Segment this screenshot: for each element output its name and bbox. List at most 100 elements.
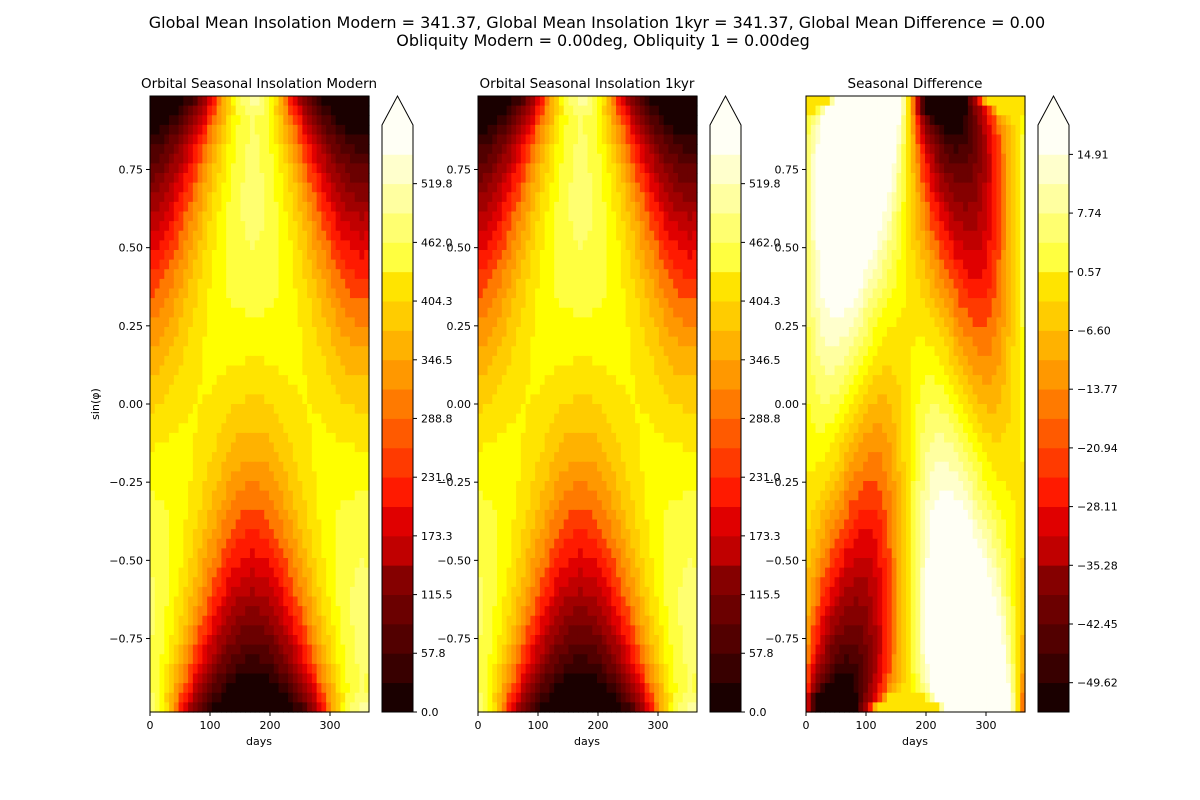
heatmap-cell xyxy=(525,230,531,241)
heatmap-cell xyxy=(482,317,489,328)
heatmap-cell xyxy=(292,327,299,338)
heatmap-cell xyxy=(326,606,332,617)
heatmap-cell xyxy=(568,413,574,424)
heatmap-cell xyxy=(597,163,603,174)
heatmap-cell xyxy=(335,663,342,675)
heatmap-cell xyxy=(183,500,189,511)
heatmap-cell xyxy=(364,105,370,116)
heatmap-cell xyxy=(292,519,299,530)
heatmap-cell xyxy=(558,375,565,386)
heatmap-cell xyxy=(254,529,261,540)
heatmap-cell xyxy=(240,471,246,482)
heatmap-cell xyxy=(245,615,251,626)
heatmap-cell xyxy=(197,278,203,290)
heatmap-cell xyxy=(516,105,522,116)
heatmap-cell xyxy=(159,577,165,588)
heatmap-cell xyxy=(673,269,679,280)
heatmap-cell xyxy=(349,423,356,434)
heatmap-cell xyxy=(654,201,660,213)
heatmap-cell xyxy=(173,663,180,675)
heatmap-cell xyxy=(249,558,256,569)
heatmap-cell xyxy=(577,452,584,463)
heatmap-cell xyxy=(316,298,322,309)
heatmap-cell xyxy=(159,663,165,675)
heatmap-cell xyxy=(150,692,156,703)
heatmap-cell xyxy=(516,490,522,501)
heatmap-cell xyxy=(530,307,536,318)
heatmap-cell xyxy=(620,432,627,444)
heatmap-cell xyxy=(164,307,170,318)
heatmap-cell xyxy=(207,586,213,598)
heatmap-cell xyxy=(292,336,299,347)
heatmap-cell xyxy=(183,442,189,453)
heatmap-cell xyxy=(230,509,237,521)
heatmap-cell xyxy=(592,394,598,405)
heatmap-cell xyxy=(273,134,280,145)
heatmap-cell xyxy=(639,394,646,405)
heatmap-cell xyxy=(592,182,598,193)
heatmap-cell xyxy=(525,500,531,511)
heatmap-cell xyxy=(178,298,184,309)
heatmap-cell xyxy=(549,365,555,376)
heatmap-cell xyxy=(668,471,674,482)
heatmap-cell xyxy=(544,346,551,357)
heatmap-cell xyxy=(649,490,655,501)
heatmap-cell xyxy=(283,596,289,607)
heatmap-cell xyxy=(269,317,275,328)
heatmap-cell xyxy=(311,327,318,338)
heatmap-cell xyxy=(302,182,308,193)
heatmap-cell xyxy=(221,500,227,511)
heatmap-cell xyxy=(316,124,322,136)
heatmap-cell xyxy=(259,432,265,444)
heatmap-cell xyxy=(211,683,218,694)
heatmap-cell xyxy=(658,221,665,232)
heatmap-cell xyxy=(221,394,227,405)
heatmap-cell xyxy=(359,221,365,232)
heatmap-cell xyxy=(192,298,199,309)
heatmap-cell xyxy=(164,413,170,424)
heatmap-cell xyxy=(254,692,261,703)
heatmap-cell xyxy=(326,278,332,290)
heatmap-cell xyxy=(630,355,636,367)
heatmap-cell xyxy=(601,278,608,290)
heatmap-cell xyxy=(183,606,189,617)
heatmap-cell xyxy=(264,96,270,107)
heatmap-cell xyxy=(601,394,608,405)
heatmap-cell xyxy=(283,105,289,116)
heatmap-cell xyxy=(630,182,636,193)
heatmap-cell xyxy=(506,259,512,270)
heatmap-cell xyxy=(235,317,242,328)
heatmap-cell xyxy=(687,471,693,482)
heatmap-cell xyxy=(516,221,522,232)
heatmap-cell xyxy=(582,144,589,155)
heatmap-cell xyxy=(601,423,608,434)
heatmap-cell xyxy=(506,96,512,107)
heatmap-cell xyxy=(192,558,199,569)
heatmap-cell xyxy=(288,384,294,395)
heatmap-cell xyxy=(164,519,170,530)
heatmap-cell xyxy=(364,317,370,328)
heatmap-cell xyxy=(211,240,218,251)
heatmap-cell xyxy=(501,471,508,482)
heatmap-cell xyxy=(354,452,361,463)
heatmap-cell xyxy=(554,346,560,357)
heatmap-cell xyxy=(297,365,303,376)
heatmap-cell xyxy=(330,423,337,434)
heatmap-cell xyxy=(482,336,489,347)
heatmap-cell xyxy=(558,394,565,405)
heatmap-cell xyxy=(639,365,646,376)
heatmap-cell xyxy=(192,404,199,415)
heatmap-cell xyxy=(269,211,275,222)
heatmap-cell xyxy=(611,307,617,318)
heatmap-cell xyxy=(606,278,612,290)
heatmap-cell xyxy=(682,384,689,395)
heatmap-cell xyxy=(668,355,674,367)
heatmap-cell xyxy=(530,423,536,434)
heatmap-cell xyxy=(673,452,679,463)
heatmap-cell xyxy=(297,683,303,694)
heatmap-cell xyxy=(539,134,546,145)
heatmap-cell xyxy=(192,96,199,107)
colorbar-tick-label: 231.0 xyxy=(421,471,453,484)
heatmap-cell xyxy=(601,201,608,213)
heatmap-cell xyxy=(597,375,603,386)
